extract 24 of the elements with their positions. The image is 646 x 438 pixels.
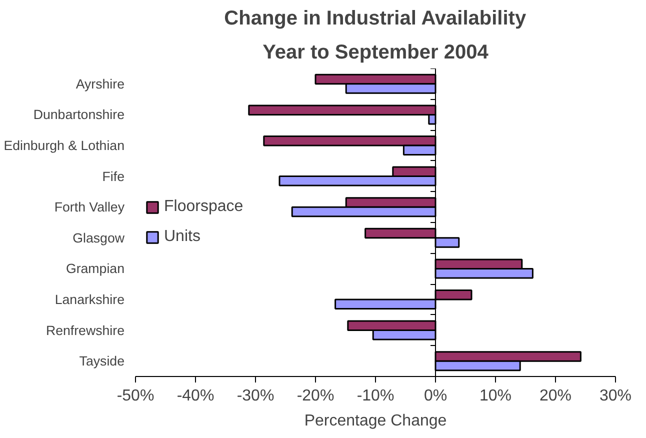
chart-title: Change in Industrial Availability bbox=[224, 8, 527, 30]
x-tick-label: -30% bbox=[236, 388, 274, 404]
y-tick-label: Dunbartonshire bbox=[33, 107, 125, 122]
chart-subtitle: Year to September 2004 bbox=[262, 42, 490, 64]
x-axis-title: Percentage Change bbox=[304, 412, 447, 430]
legend-label: Units bbox=[164, 228, 200, 246]
x-tick-label: 20% bbox=[539, 388, 572, 404]
y-tick-label: Tayside bbox=[79, 354, 125, 369]
x-tick-label: 0% bbox=[424, 388, 448, 404]
y-tick-label: Lanarkshire bbox=[54, 292, 125, 307]
x-tick-label: 30% bbox=[599, 388, 632, 404]
y-tick-label: Ayrshire bbox=[76, 76, 124, 92]
y-tick-label: Forth Valley bbox=[54, 200, 125, 215]
y-tick-label: Grampian bbox=[66, 261, 125, 276]
legend-label: Floorspace bbox=[164, 198, 244, 216]
x-tick-label: -50% bbox=[116, 388, 154, 404]
x-tick-label: -40% bbox=[176, 388, 214, 404]
y-tick-label: Edinburgh & Lothian bbox=[4, 138, 125, 153]
y-tick-label: Fife bbox=[102, 168, 124, 184]
y-tick-label: Glasgow bbox=[72, 230, 125, 246]
y-tick-label: Renfrewshire bbox=[46, 322, 125, 338]
x-tick-label: -20% bbox=[296, 388, 334, 404]
x-tick-label: 10% bbox=[479, 388, 512, 404]
x-tick-label: -10% bbox=[356, 388, 394, 404]
